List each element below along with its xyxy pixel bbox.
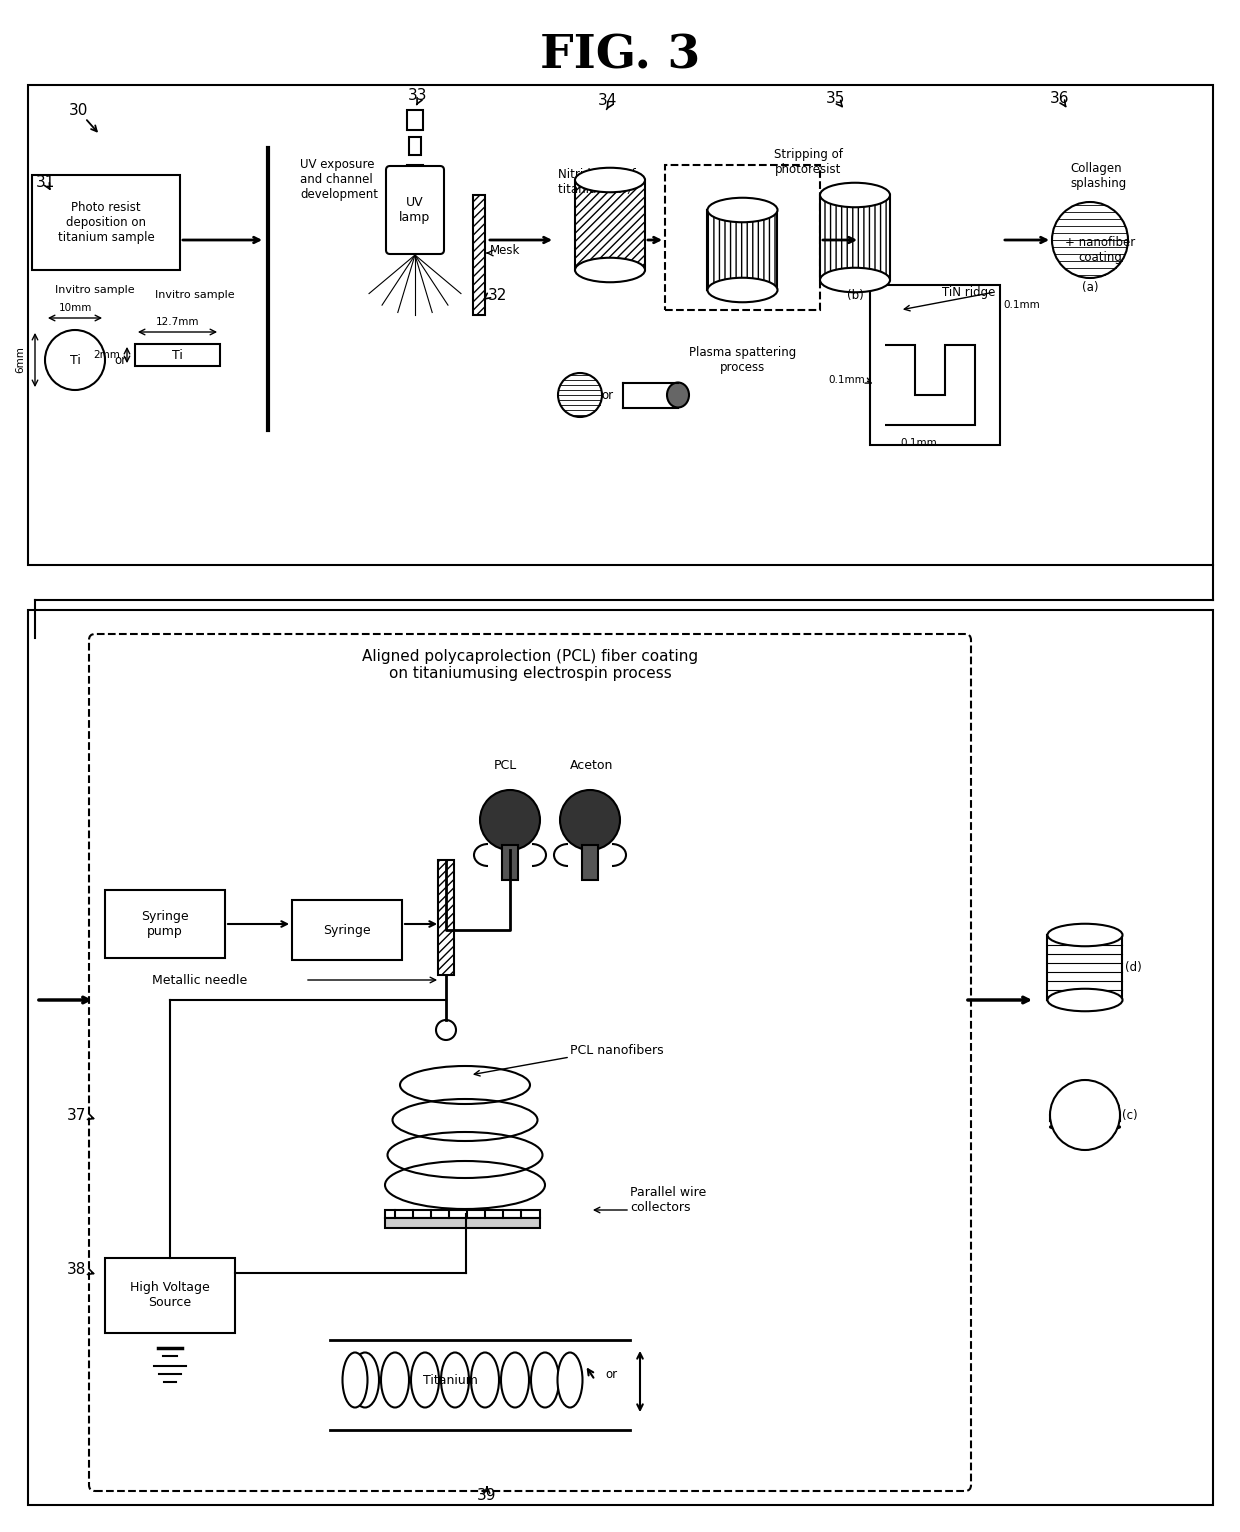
Polygon shape <box>885 345 975 424</box>
Text: 38: 38 <box>67 1262 86 1278</box>
Text: Plasma spattering
process: Plasma spattering process <box>689 346 796 374</box>
Text: or: or <box>605 1368 618 1382</box>
Bar <box>409 136 422 155</box>
Bar <box>384 1218 539 1229</box>
Text: Aceton: Aceton <box>570 758 614 772</box>
Text: 2mm: 2mm <box>93 349 120 360</box>
Text: 35: 35 <box>826 90 846 106</box>
Bar <box>438 859 454 974</box>
Ellipse shape <box>820 268 890 293</box>
Bar <box>575 179 645 270</box>
Circle shape <box>45 329 105 391</box>
FancyBboxPatch shape <box>665 165 820 309</box>
Bar <box>407 165 423 175</box>
Text: Invitro sample: Invitro sample <box>55 285 135 296</box>
Text: (b): (b) <box>847 288 863 302</box>
Text: UV
lamp: UV lamp <box>399 196 430 224</box>
Text: Syringe: Syringe <box>324 924 371 936</box>
Text: 0.1mm: 0.1mm <box>828 375 866 385</box>
FancyBboxPatch shape <box>386 165 444 254</box>
Text: Invitro sample: Invitro sample <box>155 290 234 300</box>
Bar <box>105 1258 236 1333</box>
Text: or: or <box>601 389 613 401</box>
Text: 33: 33 <box>408 87 428 103</box>
Bar <box>708 210 777 290</box>
Ellipse shape <box>1050 1123 1120 1131</box>
Text: (d): (d) <box>1125 961 1142 973</box>
Text: TiN ridge: TiN ridge <box>941 285 994 299</box>
FancyBboxPatch shape <box>89 634 971 1491</box>
Text: 0.1mm: 0.1mm <box>900 438 936 447</box>
Ellipse shape <box>708 198 777 222</box>
Text: PCL: PCL <box>494 758 517 772</box>
Text: Titanium: Titanium <box>423 1374 477 1386</box>
Circle shape <box>436 1020 456 1040</box>
Ellipse shape <box>575 167 645 192</box>
Text: Parallel wire
collectors: Parallel wire collectors <box>630 1186 707 1213</box>
Bar <box>29 84 1213 565</box>
Ellipse shape <box>1048 924 1122 947</box>
Bar <box>384 1210 539 1218</box>
Bar <box>472 195 485 316</box>
Text: + nanofiber
coating: + nanofiber coating <box>1065 236 1135 264</box>
Text: UV exposure
and channel
development: UV exposure and channel development <box>300 158 378 201</box>
Text: High Voltage
Source: High Voltage Source <box>130 1281 210 1310</box>
Text: 34: 34 <box>599 92 618 107</box>
Text: FIG. 3: FIG. 3 <box>539 32 701 78</box>
Text: 36: 36 <box>1050 90 1070 106</box>
Bar <box>1048 935 1122 1000</box>
Bar <box>502 846 518 879</box>
Text: (c): (c) <box>1122 1109 1137 1121</box>
Ellipse shape <box>667 383 689 408</box>
Text: 31: 31 <box>35 175 55 190</box>
Text: 6mm: 6mm <box>15 346 25 374</box>
Bar <box>135 345 219 366</box>
Ellipse shape <box>1048 988 1122 1011</box>
Text: Photo resist
deposition on
titanium sample: Photo resist deposition on titanium samp… <box>57 201 154 244</box>
Text: Ti: Ti <box>69 354 81 366</box>
Bar <box>820 195 890 280</box>
Text: Mesk: Mesk <box>490 244 521 256</box>
Ellipse shape <box>558 1353 583 1408</box>
Text: or: or <box>114 354 126 366</box>
Circle shape <box>560 791 620 850</box>
Text: Metallic needle: Metallic needle <box>153 973 247 987</box>
Text: Collagen
splashing: Collagen splashing <box>1070 162 1126 190</box>
Bar <box>32 175 180 270</box>
Text: Syringe
pump: Syringe pump <box>141 910 188 938</box>
Text: 37: 37 <box>67 1108 86 1123</box>
Circle shape <box>558 372 601 417</box>
Ellipse shape <box>708 277 777 302</box>
Bar <box>105 890 224 958</box>
Bar <box>407 110 423 130</box>
Circle shape <box>1052 202 1128 277</box>
Text: Nitridation of
titanium (Ti): Nitridation of titanium (Ti) <box>558 169 636 196</box>
Text: Aligned polycaprolection (PCL) fiber coating
on titaniumusing electrospin proces: Aligned polycaprolection (PCL) fiber coa… <box>362 648 698 682</box>
Text: 39: 39 <box>477 1488 497 1503</box>
Bar <box>291 899 402 961</box>
Text: 12.7mm: 12.7mm <box>156 317 200 326</box>
Text: 10mm: 10mm <box>58 303 92 313</box>
Ellipse shape <box>575 257 645 282</box>
Text: Ti: Ti <box>172 348 184 362</box>
Text: Stripping of
photoresist: Stripping of photoresist <box>774 149 842 176</box>
Circle shape <box>1050 1080 1120 1151</box>
Ellipse shape <box>342 1353 367 1408</box>
Text: (a): (a) <box>1081 280 1099 294</box>
Text: PCL nanofibers: PCL nanofibers <box>570 1043 663 1057</box>
Bar <box>582 846 598 879</box>
Circle shape <box>480 791 539 850</box>
Ellipse shape <box>820 182 890 207</box>
Text: 0.1mm: 0.1mm <box>1003 300 1040 309</box>
Bar <box>29 610 1213 1504</box>
Text: 30: 30 <box>68 103 88 118</box>
Text: 32: 32 <box>489 288 507 302</box>
Bar <box>870 285 999 444</box>
